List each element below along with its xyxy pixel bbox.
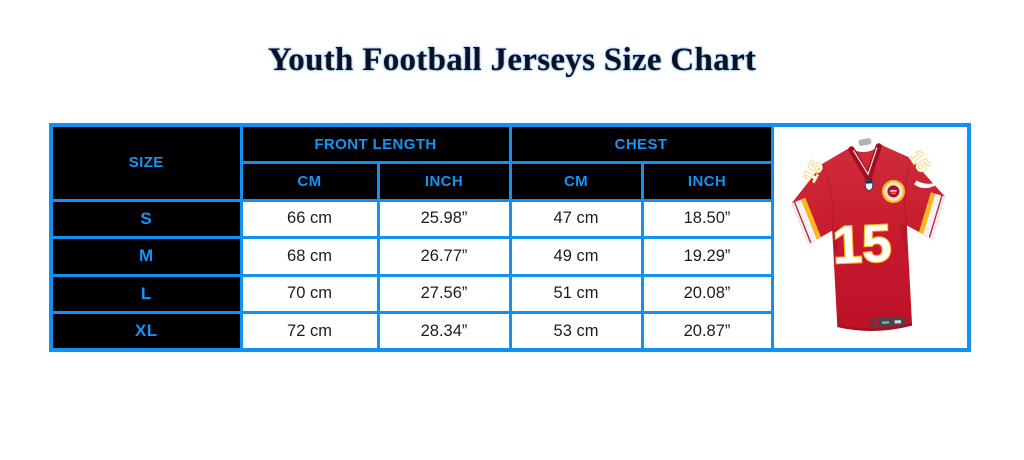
hanger-loop bbox=[858, 138, 872, 146]
table-row-s: S 66 cm 25.98” 47 cm 18.50” bbox=[49, 198, 969, 239]
front-length-cm-value: 66 cm bbox=[239, 198, 380, 239]
front-length-cm-value: 70 cm bbox=[239, 273, 380, 314]
front-length-cm-value: 72 cm bbox=[239, 311, 380, 352]
size-cell: XL bbox=[49, 311, 243, 352]
right-sleeve-stripes bbox=[918, 192, 946, 240]
chest-header: CHEST bbox=[508, 123, 774, 164]
size-cell: L bbox=[49, 273, 243, 314]
underarm-shadow-left bbox=[832, 226, 840, 258]
jock-tag bbox=[871, 316, 906, 327]
chest-inch-value: 18.50” bbox=[640, 198, 774, 239]
size-cell: S bbox=[49, 198, 243, 239]
collar-v-band bbox=[848, 143, 883, 182]
front-length-inch-value: 27.56” bbox=[376, 273, 512, 314]
chest-cm-value: 53 cm bbox=[508, 311, 644, 352]
table-row-m: M 68 cm 26.77” 49 cm 19.29” bbox=[49, 236, 969, 277]
underarm-shadow-right bbox=[899, 223, 908, 253]
chest-cm-value: 51 cm bbox=[508, 273, 644, 314]
table-row-l: L 70 cm 27.56” 51 cm 20.08” bbox=[49, 273, 969, 314]
unit-header-row: CM INCH CM INCH bbox=[51, 161, 969, 202]
chest-cm-value: 49 cm bbox=[508, 236, 644, 277]
page: { "chart_data": { "type": "table", "titl… bbox=[0, 42, 1024, 460]
chest-cm-header: CM bbox=[508, 161, 644, 202]
hem-shadow bbox=[837, 322, 913, 331]
team-patch bbox=[882, 179, 906, 204]
left-sleeve-stripes bbox=[792, 197, 822, 245]
collar-white-trim bbox=[853, 147, 878, 176]
chest-inch-header: INCH bbox=[640, 161, 774, 202]
front-length-header: FRONT LENGTH bbox=[239, 123, 512, 164]
front-length-inch-header: INCH bbox=[376, 161, 512, 202]
size-chart-table: SIZE FRONT LENGTH CHEST bbox=[49, 123, 972, 352]
chest-inch-value: 19.29” bbox=[640, 236, 774, 277]
front-length-inch-value: 28.34” bbox=[376, 311, 512, 352]
jersey-body bbox=[792, 144, 946, 331]
nfl-shield-logo bbox=[865, 179, 874, 192]
chest-cm-value: 47 cm bbox=[508, 198, 644, 239]
front-length-inch-value: 26.77” bbox=[376, 236, 512, 277]
front-length-inch-value: 25.98” bbox=[376, 198, 512, 239]
chest-inch-value: 20.87” bbox=[640, 311, 774, 352]
front-length-cm-value: 68 cm bbox=[239, 236, 380, 277]
jersey-chest-number: 15 bbox=[832, 214, 893, 276]
size-column-header: SIZE bbox=[49, 123, 243, 202]
front-length-cm-header: CM bbox=[239, 161, 380, 202]
group-header-row: SIZE FRONT LENGTH CHEST bbox=[49, 123, 971, 352]
right-armhole-seam bbox=[904, 157, 912, 226]
chest-inch-value: 20.08” bbox=[640, 273, 774, 314]
size-cell: M bbox=[49, 236, 243, 277]
table-row-xl: XL 72 cm 28.34” 53 cm 20.87” bbox=[49, 311, 969, 352]
page-title: Youth Football Jerseys Size Chart bbox=[267, 42, 757, 78]
nike-swoosh-icon bbox=[914, 180, 942, 189]
jersey-image: 15 15 15 bbox=[792, 138, 946, 331]
jersey-photo-cell: 15 15 15 bbox=[770, 123, 971, 352]
left-armhole-seam bbox=[822, 163, 834, 231]
